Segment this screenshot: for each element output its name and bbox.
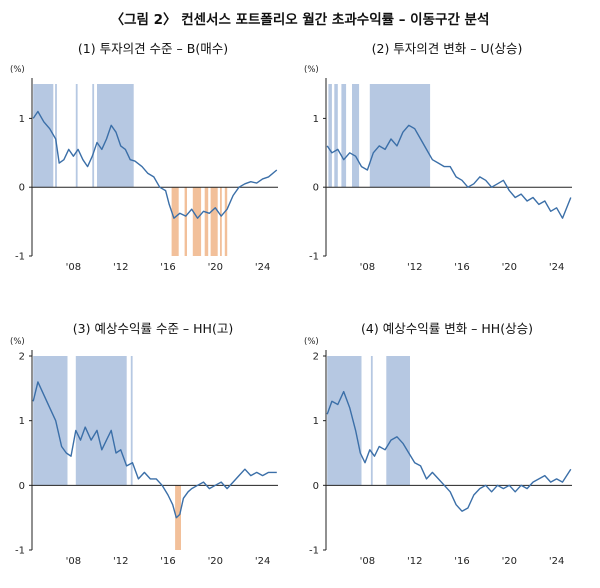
x-tick-label: '16 xyxy=(454,556,469,567)
y-tick-label: 0 xyxy=(313,481,319,492)
band-blue xyxy=(334,84,338,188)
x-tick-label: '12 xyxy=(407,262,422,273)
chart-svg: -1 0 1 (%) '08 '12 '16 '20 '24 xyxy=(10,65,278,273)
panel-title: (1) 투자의견 수준 – B(매수) xyxy=(77,41,229,56)
x-tick-label: '08 xyxy=(66,262,81,273)
y-tick-label: 1 xyxy=(19,114,25,125)
x-tick-label: '16 xyxy=(454,262,469,273)
x-tick-label: '24 xyxy=(255,262,270,273)
x-tick-label: '08 xyxy=(66,556,81,567)
chart-panel-1: (1) 투자의견 수준 – B(매수) -1 0 1 (%) '08 '12 '16 '20 '2… xyxy=(8,38,298,308)
band-blue xyxy=(352,84,360,188)
band-orange xyxy=(184,187,187,256)
y-tick-label: -1 xyxy=(309,252,319,263)
panel-title: (2) 투자의견 변화 – U(상승) xyxy=(371,41,523,56)
band-orange xyxy=(171,187,179,256)
figure-title: 〈그림 2〉 컨센서스 포트폴리오 월간 초과수익률 – 이동구간 분석 xyxy=(110,12,490,28)
band-blue xyxy=(386,356,410,486)
band-blue xyxy=(130,356,133,486)
band-blue xyxy=(75,356,127,486)
band-blue xyxy=(341,84,347,188)
band-blue xyxy=(33,356,68,486)
x-tick-label: '20 xyxy=(502,262,517,273)
y-tick-label: 2 xyxy=(313,352,319,363)
y-tick-label: -1 xyxy=(15,546,25,557)
band-orange xyxy=(224,187,228,256)
y-tick-label: 2 xyxy=(19,352,25,363)
chart-svg: -1 0 1 2 (%) '08 '12 '16 '20 '24 xyxy=(304,337,572,567)
band-orange xyxy=(192,187,202,256)
x-tick-label: '16 xyxy=(160,262,175,273)
band-blue xyxy=(55,84,57,188)
band-orange xyxy=(210,187,218,256)
series-line xyxy=(326,390,572,512)
series-line xyxy=(326,124,572,219)
x-tick-label: '08 xyxy=(360,262,375,273)
chart-svg: -1 0 1 2 (%) '08 '12 '16 '20 '24 xyxy=(10,337,278,567)
band-blue xyxy=(97,84,134,188)
y-tick-label: 0 xyxy=(19,183,25,194)
panel-title: (3) 예상수익률 수준 – HH(고) xyxy=(72,321,234,336)
band-blue xyxy=(92,84,95,188)
x-tick-label: '08 xyxy=(360,556,375,567)
band-orange xyxy=(220,187,222,256)
y-tick-label: 1 xyxy=(313,114,319,125)
y-tick-label: -1 xyxy=(15,252,25,263)
x-tick-label: '12 xyxy=(407,556,422,567)
y-tick-label: 0 xyxy=(313,183,319,194)
band-blue xyxy=(370,356,373,486)
y-tick-label: 1 xyxy=(313,416,319,427)
x-tick-label: '24 xyxy=(549,262,564,273)
y-tick-label: 1 xyxy=(19,416,25,427)
band-blue xyxy=(75,84,78,188)
x-tick-label: '20 xyxy=(502,556,517,567)
chart-panel-2: (2) 투자의견 변화 – U(상승) -1 0 1 (%) '08 '12 '16 '20 '2… xyxy=(302,38,592,308)
band-blue xyxy=(33,84,54,188)
x-tick-label: '20 xyxy=(208,556,223,567)
y-axis-unit: (%) xyxy=(10,337,25,347)
chart-panel-4: (4) 예상수익률 변화 – HH(상승) -1 0 1 2 (%) '08 '12 '16 '2… xyxy=(302,318,592,588)
figure: 〈그림 2〉 컨센서스 포트폴리오 월간 초과수익률 – 이동구간 분석 (1)… xyxy=(8,12,592,567)
x-tick-label: '16 xyxy=(160,556,175,567)
band-orange xyxy=(204,187,209,256)
band-orange xyxy=(175,485,181,550)
series-line xyxy=(32,381,277,519)
chart-svg: -1 0 1 (%) '08 '12 '16 '20 '24 xyxy=(304,65,572,273)
x-tick-label: '24 xyxy=(255,556,270,567)
y-tick-label: 0 xyxy=(19,481,25,492)
panel-title: (4) 예상수익률 변화 – HH(상승) xyxy=(361,321,533,336)
y-tick-label: -1 xyxy=(309,546,319,557)
band-blue xyxy=(369,84,431,188)
x-tick-label: '20 xyxy=(208,262,223,273)
y-axis-unit: (%) xyxy=(304,65,319,75)
y-axis-unit: (%) xyxy=(10,65,25,75)
y-axis-unit: (%) xyxy=(304,337,319,347)
band-blue xyxy=(327,356,362,486)
series-line xyxy=(32,110,278,219)
x-tick-label: '12 xyxy=(113,556,128,567)
x-tick-label: '12 xyxy=(113,262,128,273)
chart-panel-3: (3) 예상수익률 수준 – HH(고) -1 0 1 2 (%) '08 '12 '16 '20… xyxy=(8,318,298,588)
band-blue xyxy=(328,84,332,188)
x-tick-label: '24 xyxy=(549,556,564,567)
